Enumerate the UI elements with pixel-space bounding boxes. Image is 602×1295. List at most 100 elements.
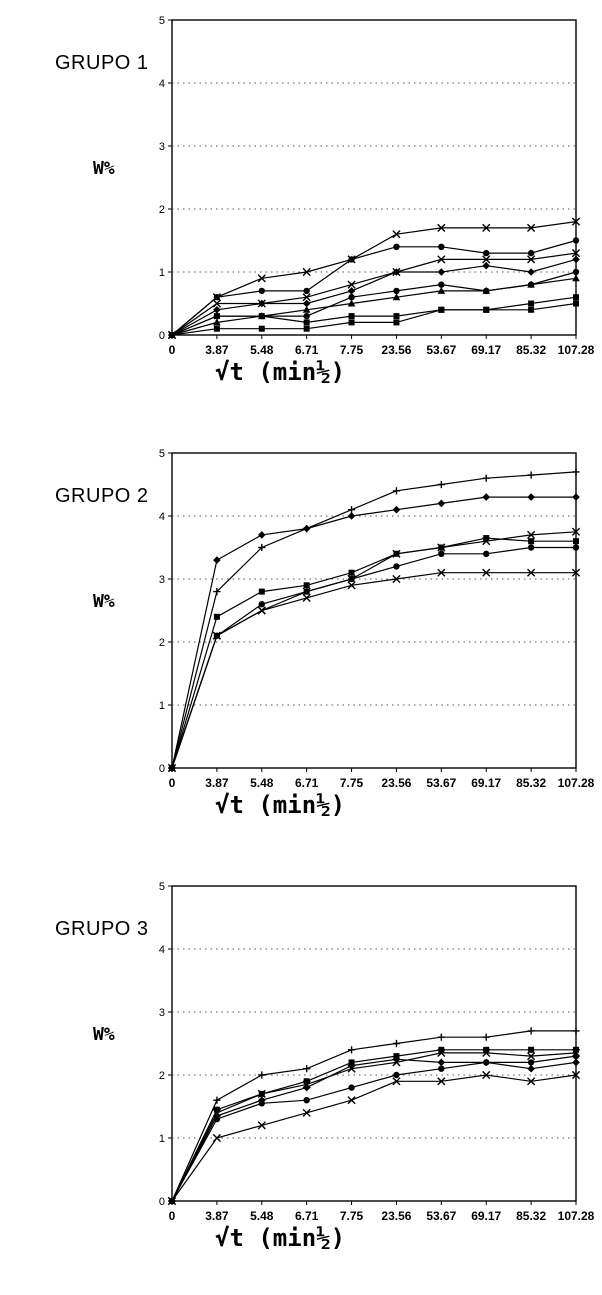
data-point xyxy=(438,281,445,288)
data-point xyxy=(437,1048,446,1058)
data-point xyxy=(348,313,355,320)
chart-grupo-1: 0 1 2 3 4 5 0 3.87 5.48 6.71 7.75 23.56 53.67 69.17 85… xyxy=(159,15,595,357)
chart-panel-grupo-2: 0 1 2 3 4 5 0 3.87 5.48 6.71 7.75 23.56 53.67 69.17 85… xyxy=(0,433,602,853)
x-tick-label: 3.87 xyxy=(205,776,229,790)
data-point xyxy=(392,574,401,584)
data-point xyxy=(303,1078,310,1085)
x-tick-label: 107.28 xyxy=(558,776,595,790)
data-point xyxy=(392,268,401,276)
data-point xyxy=(302,524,311,533)
series-4 xyxy=(168,1055,580,1205)
data-point xyxy=(482,1070,491,1080)
data-point xyxy=(527,249,535,257)
chart-title: GRUPO 2 xyxy=(55,485,149,507)
chart-panel-grupo-3: 0 1 2 3 4 5 0 3.87 5.48 6.71 7.75 23.56 53.67 69.17 85… xyxy=(0,866,602,1286)
data-point xyxy=(213,1096,221,1104)
data-point xyxy=(482,261,491,270)
x-tick-label: 107.28 xyxy=(558,343,595,357)
data-point xyxy=(527,1052,536,1061)
y-tick-label: 2 xyxy=(159,637,165,649)
x-tick-label: 3.87 xyxy=(205,1209,229,1223)
y-axis-label: W% xyxy=(93,1024,115,1045)
y-tick-label: 4 xyxy=(159,944,165,956)
data-point xyxy=(258,1100,265,1107)
data-point xyxy=(527,568,536,577)
data-point xyxy=(392,505,401,514)
data-point xyxy=(437,568,446,577)
data-point xyxy=(572,1058,580,1067)
series-4 xyxy=(168,255,580,339)
series-line xyxy=(171,1058,577,1202)
plot-frame xyxy=(171,19,577,336)
data-point xyxy=(392,230,401,239)
data-point xyxy=(437,480,445,489)
data-point xyxy=(213,556,221,564)
series-line xyxy=(171,302,577,336)
data-point xyxy=(213,313,220,320)
x-tick-label: 5.48 xyxy=(250,1209,274,1223)
series-2 xyxy=(168,237,580,339)
data-point xyxy=(527,1027,535,1035)
chart-panel-grupo-1: 0 1 2 3 4 5 0 3.87 5.48 6.71 7.75 23.56 53.67 69.17 85… xyxy=(0,0,602,420)
data-point xyxy=(573,300,579,307)
data-point xyxy=(347,299,356,307)
data-point xyxy=(213,294,221,301)
data-point xyxy=(302,299,311,308)
x-tick-label: 23.56 xyxy=(381,343,411,357)
y-tick-label: 2 xyxy=(159,1070,165,1082)
data-point xyxy=(347,1061,356,1070)
data-point xyxy=(392,1055,401,1064)
data-point xyxy=(167,763,177,773)
chart-title: GRUPO 1 xyxy=(55,52,149,74)
y-tick-label: 4 xyxy=(159,511,165,523)
data-point xyxy=(528,300,535,307)
data-point xyxy=(258,1071,266,1079)
data-point xyxy=(213,588,221,596)
data-point xyxy=(257,299,266,308)
series-line xyxy=(171,252,577,336)
series-line xyxy=(171,546,576,769)
x-tick-label: 0 xyxy=(169,776,176,790)
data-point xyxy=(303,325,310,332)
data-point xyxy=(527,255,536,264)
data-point xyxy=(482,1048,491,1058)
data-point xyxy=(213,306,221,314)
chart-grupo-3: 0 1 2 3 4 5 0 3.87 5.48 6.71 7.75 23.56 53.67 69.17 85… xyxy=(159,881,595,1223)
y-tick-label: 5 xyxy=(159,881,165,893)
y-tick-label: 0 xyxy=(159,1196,165,1208)
data-point xyxy=(348,256,355,263)
x-axis-label: √t (min½) xyxy=(215,791,346,819)
y-tick-label: 5 xyxy=(159,448,165,460)
data-point xyxy=(482,223,491,232)
data-point xyxy=(437,1033,445,1041)
data-point xyxy=(302,593,311,602)
data-point xyxy=(438,544,445,551)
data-point xyxy=(258,588,265,595)
x-tick-label: 85.32 xyxy=(516,776,546,790)
data-point xyxy=(392,1039,401,1048)
data-point xyxy=(347,512,356,520)
data-point xyxy=(392,1077,401,1086)
data-point xyxy=(483,306,490,313)
series-line xyxy=(171,1049,576,1202)
data-point xyxy=(169,332,175,338)
data-point xyxy=(257,1089,266,1098)
data-point xyxy=(393,287,400,295)
data-point xyxy=(303,312,310,320)
x-tick-label: 0 xyxy=(169,343,176,357)
data-point xyxy=(482,286,491,294)
data-point xyxy=(438,550,445,557)
series-line xyxy=(171,1055,577,1202)
series-3 xyxy=(167,527,581,773)
series-line xyxy=(171,296,577,336)
data-point xyxy=(572,468,580,476)
data-point xyxy=(302,305,311,313)
y-tick-label: 1 xyxy=(159,267,165,279)
data-point xyxy=(527,1059,535,1066)
data-point xyxy=(348,1084,355,1091)
data-point xyxy=(527,1077,536,1086)
data-point xyxy=(302,1083,311,1092)
data-point xyxy=(393,563,400,570)
data-point xyxy=(393,319,400,326)
series-line xyxy=(171,258,577,336)
